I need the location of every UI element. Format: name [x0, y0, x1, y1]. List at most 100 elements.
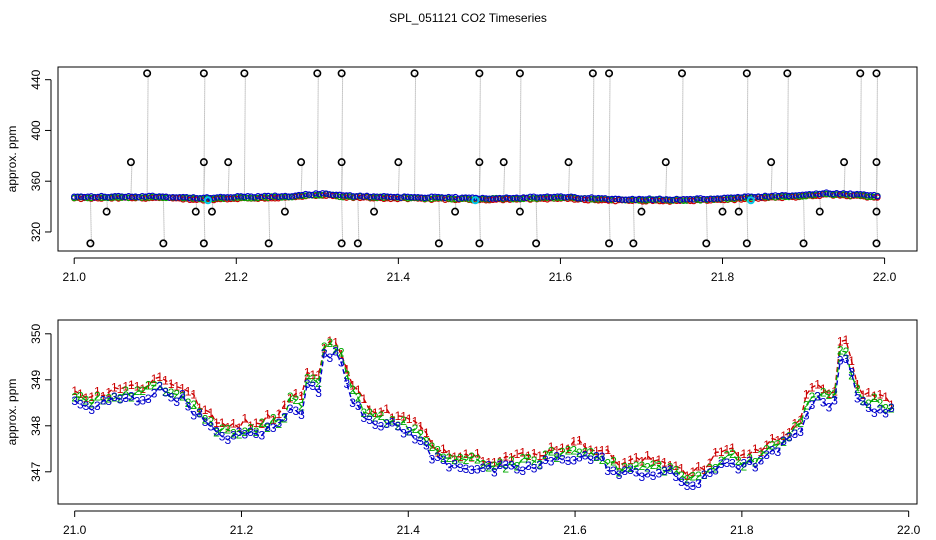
top-baseline-point — [544, 193, 551, 200]
bottom-series-marker-2: 2 — [468, 450, 475, 464]
top-spike-line — [681, 73, 684, 197]
bottom-series-marker-2: 2 — [769, 438, 776, 452]
bottom-series-marker-1: 1 — [826, 387, 833, 401]
bottom-series-marker-3: 3 — [695, 477, 702, 491]
top-baseline-point — [864, 192, 871, 199]
bottom-series-marker-1: 1 — [429, 437, 436, 451]
bottom-series-marker-3: 3 — [287, 402, 294, 416]
bottom-series-marker-2: 2 — [633, 459, 640, 473]
top-outlier-point — [224, 158, 233, 167]
bottom-series-marker-1: 1 — [258, 417, 265, 431]
top-outlier-point — [394, 158, 403, 167]
bottom-series-marker-3: 3 — [349, 396, 356, 410]
top-baseline-point — [673, 195, 680, 203]
bottom-series-marker-1: 1 — [105, 385, 112, 399]
bottom-series-marker-3: 3 — [156, 379, 163, 393]
bottom-series-marker-1: 1 — [758, 445, 765, 459]
bottom-series-marker-3: 3 — [122, 391, 129, 405]
bottom-series-marker-2: 2 — [287, 390, 294, 404]
top-spike-line — [397, 162, 400, 197]
bottom-series-marker-3: 3 — [882, 407, 889, 421]
bottom-series-marker-3: 3 — [565, 454, 572, 468]
top-baseline-point — [193, 195, 200, 202]
top-baseline-point — [394, 193, 401, 201]
bottom-series-marker-3: 3 — [502, 458, 509, 472]
bottom-series-marker-1: 1 — [355, 383, 362, 397]
bottom-series-marker-2: 2 — [207, 415, 214, 429]
bottom-series-marker-3: 3 — [134, 395, 141, 409]
top-baseline-point — [186, 195, 194, 202]
top-baseline-point — [649, 196, 657, 204]
top-baseline-point — [789, 192, 796, 199]
bottom-series-marker-1: 1 — [684, 469, 691, 483]
bottom-series-marker-1: 1 — [729, 441, 736, 455]
bottom-series-marker-1: 1 — [820, 382, 827, 396]
bottom-series-marker-3: 3 — [491, 465, 498, 479]
bottom-series-marker-1: 1 — [741, 447, 748, 461]
bottom-series-marker-3: 3 — [224, 433, 231, 447]
top-baseline-point — [738, 194, 745, 201]
bottom-series-marker-3: 3 — [758, 453, 765, 467]
top-spike-line — [859, 73, 862, 197]
top-baseline-point — [768, 192, 776, 200]
bottom-series-marker-3: 3 — [111, 390, 118, 404]
bottom-series-marker-1: 1 — [463, 447, 470, 461]
top-baseline-point — [574, 194, 582, 202]
bottom-series-marker-1: 1 — [185, 384, 192, 398]
bottom-series-marker-2: 2 — [689, 469, 696, 483]
bottom-series-marker-3: 3 — [241, 427, 248, 441]
top-baseline-point — [302, 190, 309, 198]
bottom-series-marker-3: 3 — [315, 386, 322, 400]
bottom-series-marker-1: 1 — [275, 407, 282, 421]
bottom-series-marker-2: 2 — [616, 465, 623, 479]
bottom-series-marker-3: 3 — [275, 416, 282, 430]
top-baseline-point — [847, 192, 854, 199]
bottom-series-marker-2: 2 — [122, 384, 129, 398]
top-baseline-point — [213, 194, 221, 201]
bottom-series-marker-2: 2 — [724, 449, 731, 463]
bottom-series-marker-3: 3 — [480, 461, 487, 475]
top-baseline-point — [105, 193, 112, 201]
bottom-series-marker-2: 2 — [775, 437, 782, 451]
bottom-series-marker-2: 2 — [718, 454, 725, 468]
top-baseline-point — [697, 195, 704, 202]
top-baseline-point — [118, 193, 126, 200]
bottom-series-marker-3: 3 — [446, 461, 453, 475]
top-outlier-point — [191, 207, 200, 216]
bottom-series-marker-3: 3 — [298, 408, 305, 422]
top-baseline-point — [666, 196, 674, 203]
bottom-series-marker-3: 3 — [672, 470, 679, 484]
bottom-series-marker-1: 1 — [196, 401, 203, 415]
bottom-series-marker-1: 1 — [797, 413, 804, 427]
top-spike-line — [478, 162, 481, 197]
top-outlier-point — [564, 158, 573, 167]
bottom-series-marker-2: 2 — [655, 459, 662, 473]
bottom-series-marker-3: 3 — [468, 463, 475, 477]
top-outlier-point — [702, 239, 711, 248]
top-outlier-point — [532, 239, 541, 248]
bottom-series-marker-1: 1 — [412, 414, 419, 428]
top-outlier-point — [126, 158, 135, 167]
bottom-series-marker-2: 2 — [763, 442, 770, 456]
bottom-series-marker-3: 3 — [383, 417, 390, 431]
top-outlier-point — [799, 239, 808, 248]
top-y-tick-label: 320 — [29, 222, 43, 242]
top-baseline-point — [836, 190, 844, 198]
bottom-series-marker-2: 2 — [321, 340, 328, 354]
top-plot-frame — [57, 66, 918, 252]
top-baseline-point — [618, 196, 626, 203]
top-outlier-point — [742, 239, 751, 248]
bottom-series-marker-3: 3 — [412, 433, 419, 447]
bottom-series-marker-2: 2 — [185, 396, 192, 410]
bottom-series-marker-3: 3 — [865, 401, 872, 415]
bottom-series-marker-1: 1 — [604, 443, 611, 457]
top-baseline-point — [316, 190, 323, 198]
bottom-series-marker-1: 1 — [230, 416, 237, 430]
top-spike-line — [608, 73, 611, 197]
bottom-series-marker-3: 3 — [151, 386, 158, 400]
top-spike-line — [89, 196, 92, 244]
bottom-series-marker-2: 2 — [168, 386, 175, 400]
bottom-series-marker-1: 1 — [304, 365, 311, 379]
bottom-series-marker-1: 1 — [678, 462, 685, 476]
bottom-x-tick-label: 21.2 — [230, 523, 254, 537]
